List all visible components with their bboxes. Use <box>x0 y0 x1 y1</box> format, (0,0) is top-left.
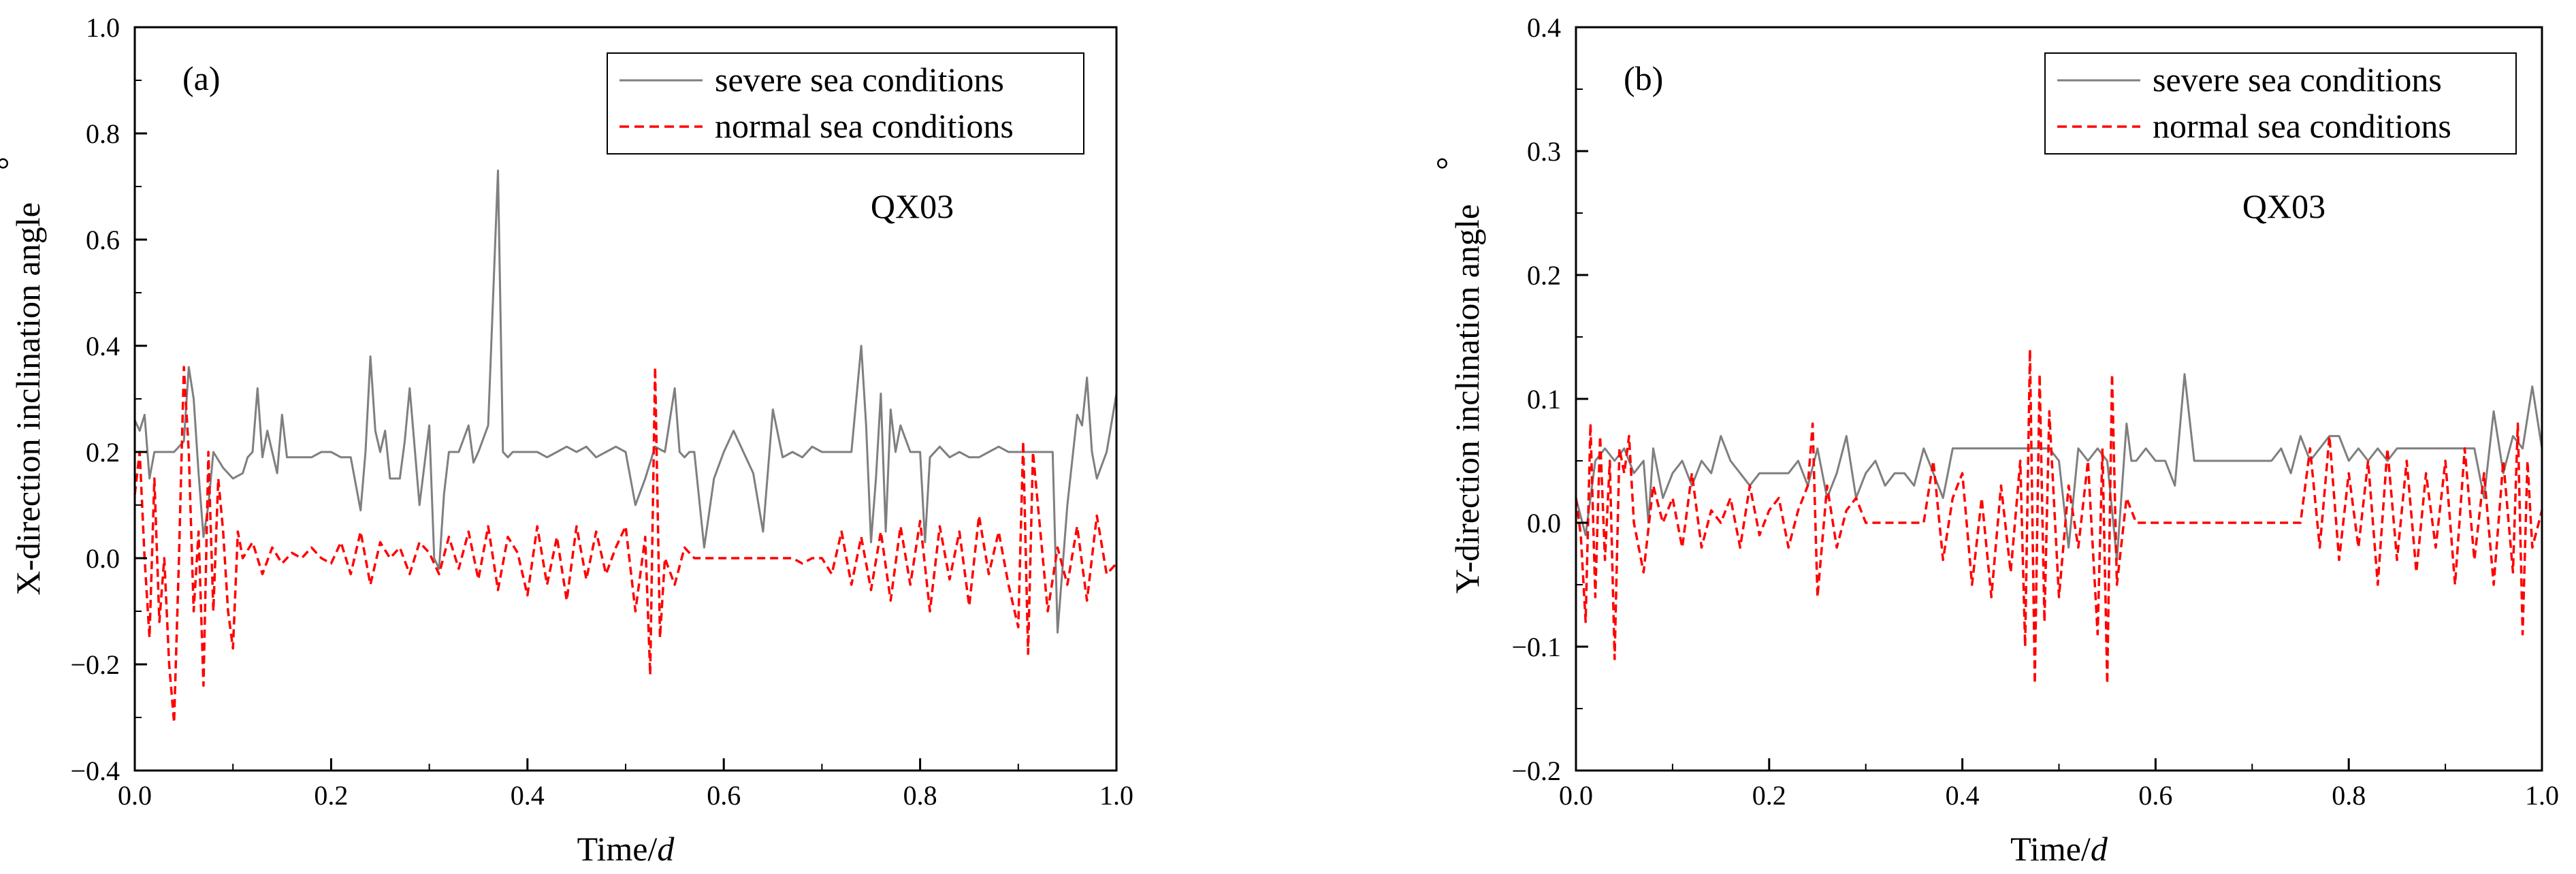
x-axis-label-text: Time/ <box>2010 830 2091 868</box>
x-tick-label: 0.0 <box>118 780 152 811</box>
y-tick-label: 0.4 <box>86 331 120 361</box>
x-tick-label: 0.6 <box>2138 780 2172 811</box>
legend-label-normal: normal sea conditions <box>715 107 1014 145</box>
panel-label-a: (a) <box>182 59 221 97</box>
x-tick-label: 0.4 <box>1946 780 1980 811</box>
y-tick-label: −0.2 <box>70 649 120 680</box>
y-tick-label: 0.1 <box>1527 384 1561 415</box>
x-tick-label: 0.0 <box>1559 780 1593 811</box>
legend-box-b <box>2044 52 2517 155</box>
y-tick-label: 0.2 <box>86 437 120 468</box>
legend-label-severe: severe sea conditions <box>715 61 1004 99</box>
y-axis-unit-b: ° <box>1429 157 1467 170</box>
x-tick-label: 0.2 <box>1752 780 1786 811</box>
y-tick-label: −0.1 <box>1511 632 1561 662</box>
legend-label-severe: severe sea conditions <box>2153 61 2442 99</box>
x-axis-label-b: Time/d <box>2010 830 2108 868</box>
series-line-normal-a <box>133 366 1118 724</box>
series-line-normal-b <box>1575 348 2543 685</box>
y-axis-label-b: Y-direction inclination angle <box>1448 204 1486 594</box>
y-tick-label: 0.8 <box>86 118 120 149</box>
panel-a: 0.0 0.2 0.4 0.6 0.8 1.0 −0.4 −0.2 0.0 0.2 0.4 0.6 0.… <box>0 12 1133 868</box>
y-axis-label-a: X-direction inclination angle <box>9 202 47 596</box>
x-tick-label: 0.4 <box>511 780 545 811</box>
y-tick-label: 0.4 <box>1527 12 1561 43</box>
y-tick-label: −0.4 <box>70 756 120 786</box>
x-tick-label: 1.0 <box>2525 780 2559 811</box>
x-axis-label-text: Time/ <box>577 830 658 868</box>
legend-label-normal: normal sea conditions <box>2153 107 2451 145</box>
legend-box-a <box>607 52 1084 155</box>
y-tick-label: −0.2 <box>1511 756 1561 786</box>
y-tick-label: 0.6 <box>86 225 120 255</box>
y-axis-unit-a: ° <box>0 157 28 170</box>
x-tick-label: 0.8 <box>903 780 937 811</box>
series-line-severe-a <box>133 169 1118 634</box>
x-tick-label: 0.6 <box>707 780 741 811</box>
x-axis-label-unit: d <box>2091 830 2108 868</box>
x-axis-label-unit: d <box>657 830 675 868</box>
y-tick-label: 0.0 <box>86 543 120 574</box>
panel-label-b: (b) <box>1624 59 1663 97</box>
y-tick-label: 0.2 <box>1527 260 1561 291</box>
panel-b: 0.0 0.2 0.4 0.6 0.8 1.0 −0.2 −0.1 0.0 0.1 0.2 0.3 0.… <box>1429 12 2559 868</box>
x-axis-label-a: Time/d <box>577 830 675 868</box>
y-tick-label: 1.0 <box>86 12 120 43</box>
x-tick-label: 0.2 <box>314 780 348 811</box>
annotation-b: QX03 <box>2242 187 2325 225</box>
y-tick-label: 0.0 <box>1527 508 1561 538</box>
x-tick-label: 1.0 <box>1099 780 1133 811</box>
series-line-severe-b <box>1575 373 2543 562</box>
annotation-a: QX03 <box>871 187 954 225</box>
y-tick-label: 0.3 <box>1527 136 1561 167</box>
x-tick-label: 0.8 <box>2332 780 2366 811</box>
